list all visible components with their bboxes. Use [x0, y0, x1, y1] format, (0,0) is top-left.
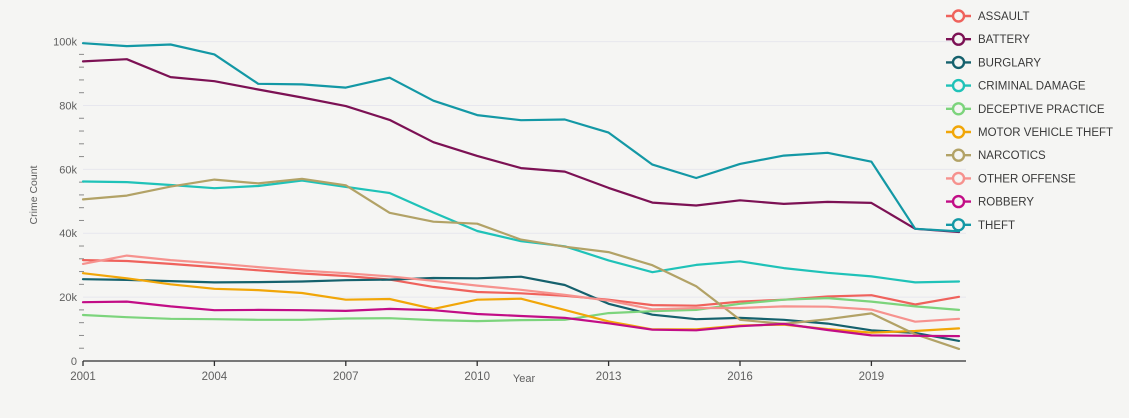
- x-axis-title: Year: [513, 373, 536, 385]
- x-tick-label-2019: 2019: [859, 371, 885, 383]
- legend-item-other-offense[interactable]: OTHER OFFENSE: [946, 171, 1076, 186]
- legend-label-robbery: ROBBERY: [978, 197, 1034, 209]
- legend-marker-battery-icon: [951, 32, 966, 46]
- legend-label-burglary: BURGLARY: [978, 57, 1041, 69]
- legend-marker-deceptive-practice-icon: [951, 102, 966, 116]
- series-line-narcotics: [81, 177, 961, 350]
- y-tick-label-40k: 40k: [59, 228, 77, 240]
- series-line-criminal-damage: [81, 179, 961, 284]
- x-tick-label-2007: 2007: [333, 371, 359, 383]
- y-tick-label-0: 0: [71, 356, 77, 368]
- legend-label-battery: BATTERY: [978, 34, 1030, 46]
- y-tick-label-80k: 80k: [59, 100, 77, 112]
- legend-marker-theft-icon: [951, 218, 966, 232]
- legend-item-narcotics[interactable]: NARCOTICS: [946, 148, 1046, 163]
- series-line-theft: [81, 42, 961, 233]
- legend-label-assault: ASSAULT: [978, 11, 1030, 23]
- x-tick-label-2010: 2010: [464, 371, 490, 383]
- x-tick-label-2016: 2016: [727, 371, 753, 383]
- legend-item-criminal-damage[interactable]: CRIMINAL DAMAGE: [946, 78, 1086, 93]
- x-tick-label-2013: 2013: [596, 371, 622, 383]
- legend: ASSAULT BATTERY BURGLARY CRIMINAL DAMAGE DEC…: [946, 9, 1113, 232]
- legend-marker-robbery-icon: [951, 194, 966, 209]
- legend-marker-other-offense-icon: [951, 171, 966, 186]
- legend-item-burglary[interactable]: BURGLARY: [946, 55, 1041, 70]
- series-line-robbery: [81, 300, 961, 338]
- legend-label-narcotics: NARCOTICS: [978, 150, 1046, 162]
- legend-item-deceptive-practice[interactable]: DECEPTIVE PRACTICE: [946, 102, 1105, 116]
- legend-label-deceptive-practice: DECEPTIVE PRACTICE: [978, 104, 1105, 116]
- legend-label-criminal-damage: CRIMINAL DAMAGE: [978, 81, 1086, 93]
- legend-marker-assault-icon: [951, 9, 966, 23]
- legend-item-motor-vehicle-theft[interactable]: MOTOR VEHICLE THEFT: [946, 125, 1113, 140]
- series-line-deceptive-practice: [81, 297, 961, 323]
- x-tick-label-2004: 2004: [202, 371, 228, 383]
- legend-item-robbery[interactable]: ROBBERY: [946, 194, 1034, 209]
- legend-label-theft: THEFT: [978, 220, 1015, 232]
- y-tick-label-60k: 60k: [59, 164, 77, 176]
- series-line-battery: [81, 58, 961, 234]
- series-lines: [81, 42, 961, 350]
- series-line-other-offense: [81, 254, 961, 323]
- axes: 0 20k 40k 60k 80k 100k 2001 2004 2007 2010 2013 201…: [53, 37, 966, 383]
- y-axis-title: Crime Count: [28, 165, 40, 224]
- legend-item-battery[interactable]: BATTERY: [946, 32, 1030, 47]
- legend-label-motor-vehicle-theft: MOTOR VEHICLE THEFT: [978, 127, 1113, 139]
- legend-label-other-offense: OTHER OFFENSE: [978, 173, 1076, 185]
- legend-marker-narcotics-icon: [951, 148, 966, 162]
- y-tick-label-100k: 100k: [53, 37, 77, 49]
- legend-item-assault[interactable]: ASSAULT: [946, 9, 1030, 24]
- y-tick-label-20k: 20k: [59, 292, 77, 304]
- legend-marker-burglary-icon: [951, 55, 966, 70]
- legend-marker-criminal-damage-icon: [951, 78, 966, 93]
- legend-marker-motor-vehicle-theft-icon: [951, 125, 966, 139]
- legend-item-theft[interactable]: THEFT: [946, 218, 1015, 232]
- series-line-burglary: [81, 275, 961, 342]
- x-tick-label-2001: 2001: [70, 371, 96, 383]
